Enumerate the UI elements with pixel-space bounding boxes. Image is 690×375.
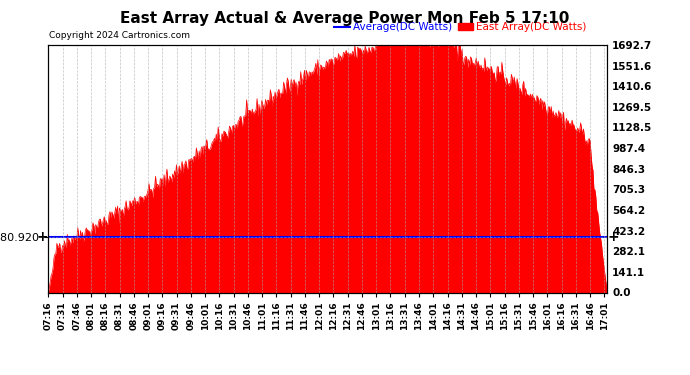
Text: +: + [607, 230, 619, 244]
Legend: Average(DC Watts), East Array(DC Watts): Average(DC Watts), East Array(DC Watts) [331, 18, 591, 36]
Text: +: + [37, 230, 48, 244]
Text: Copyright 2024 Cartronics.com: Copyright 2024 Cartronics.com [49, 31, 190, 40]
Text: East Array Actual & Average Power Mon Feb 5 17:10: East Array Actual & Average Power Mon Fe… [120, 11, 570, 26]
